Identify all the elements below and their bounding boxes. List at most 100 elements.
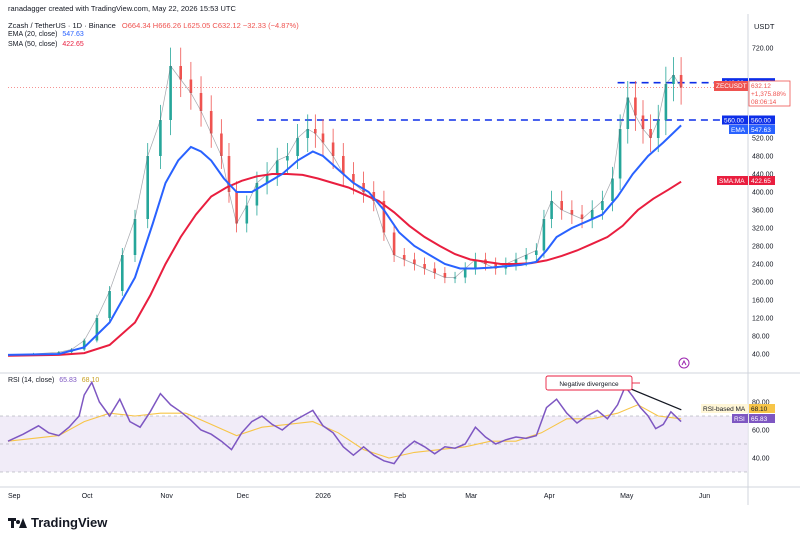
- tag-symbol-bg: [714, 81, 748, 91]
- axis-tag-560-bg: [749, 115, 775, 125]
- candle-body: [382, 201, 386, 233]
- divergence-annotation[interactable]: Negative divergence: [545, 375, 640, 391]
- tag-560-bg: [722, 115, 748, 125]
- candle-body: [611, 178, 614, 201]
- divergence-trendline[interactable]: [624, 385, 682, 411]
- ohlc-values: O664.34 H666.26 L625.05 C632.12 −32.33 (…: [121, 21, 299, 30]
- time-axis[interactable]: Sep Oct Nov Dec 2026 Feb Mar Apr May Jun: [8, 493, 710, 500]
- tag-560[interactable]: 560.00: [722, 115, 748, 125]
- candle-body: [146, 156, 149, 219]
- tag-rsi-ma-bg: [701, 404, 748, 413]
- close-price-line[interactable]: [7, 65, 682, 356]
- sma-legend[interactable]: SMA (50, close) 422.65: [8, 41, 84, 48]
- axis-tag-rsi-ma-bg: [749, 404, 775, 413]
- candle-body: [321, 133, 325, 143]
- symbol-title: Zcash / TetherUS · 1D · Binance: [8, 21, 116, 30]
- axis-tag-ema-bg: [749, 125, 775, 134]
- axis-tag-rsi[interactable]: 65.83: [749, 414, 775, 423]
- indicator-glyph-icon[interactable]: [678, 357, 690, 369]
- price-axis-tick: 480.00: [752, 154, 774, 161]
- sma-50-line[interactable]: [7, 173, 682, 357]
- candle-body: [672, 75, 675, 84]
- axis-tag-560[interactable]: 560.00: [749, 115, 775, 125]
- candle-body: [524, 255, 528, 260]
- candle-body: [275, 160, 279, 174]
- price-axis-tick: 160.00: [752, 298, 774, 305]
- axis-tag-sma-bg: [749, 176, 775, 185]
- sma-legend-label: SMA (50, close): [8, 41, 58, 48]
- tag-rsi-ma[interactable]: RSI-based MA: [701, 404, 748, 413]
- candle-body: [265, 174, 269, 183]
- candle-body: [199, 93, 203, 111]
- time-axis-tick: Oct: [82, 493, 93, 500]
- time-axis-tick: Dec: [237, 493, 250, 500]
- ema-20-line[interactable]: [7, 124, 682, 356]
- candle-body: [331, 142, 335, 156]
- ema-legend[interactable]: EMA (20, close) 547.63: [8, 31, 84, 38]
- candle-body: [634, 97, 637, 116]
- sma-legend-value: 422.65: [62, 41, 84, 48]
- main-series-layer: [7, 47, 683, 357]
- candle-body: [679, 75, 683, 88]
- tag-rsi[interactable]: RSI: [732, 414, 748, 423]
- candle-body: [296, 138, 299, 156]
- ema-legend-value: 547.63: [62, 31, 84, 38]
- price-axis-tick: 200.00: [752, 280, 774, 287]
- rsi-axis[interactable]: 40.00 60.00 80.00: [752, 400, 770, 463]
- axis-tag-rsi-ma[interactable]: 68.10: [749, 404, 775, 413]
- rsi-axis-tick: 40.00: [752, 456, 770, 463]
- tag-ema-bg: [729, 125, 748, 134]
- time-axis-tick: May: [620, 493, 634, 500]
- axis-tag-rsi-ma-text: 68.10: [751, 406, 768, 413]
- candle-body: [570, 210, 574, 215]
- time-axis-tick: Sep: [8, 493, 21, 500]
- axis-tag-rsi-text: 65.83: [751, 416, 768, 423]
- candle-body: [227, 156, 231, 192]
- candle-body: [362, 183, 365, 192]
- candle-body: [423, 264, 426, 269]
- tradingview-logo-text: TradingView: [31, 515, 108, 530]
- candle-body: [392, 232, 396, 255]
- tag-sma[interactable]: SMA:MA: [717, 176, 748, 185]
- tradingview-logo[interactable]: TradingView: [8, 515, 107, 530]
- price-axis-tick: 520.00: [752, 136, 774, 143]
- tag-560-text: 560.00: [724, 118, 744, 125]
- tag-ema[interactable]: EMA: [729, 125, 748, 134]
- rsi-legend[interactable]: RSI (14, close) 65.83 68.10: [8, 377, 99, 384]
- rsi-line[interactable]: [7, 380, 682, 465]
- tag-symbol-text: ZECUSDT: [716, 83, 747, 90]
- tag-last-price[interactable]: 632.12+1,375.88%08:06:14: [748, 80, 791, 107]
- rsi-legend-label: RSI (14, close): [8, 377, 55, 384]
- time-axis-tick: Feb: [394, 493, 406, 500]
- candle-body: [656, 120, 660, 138]
- symbol-line: Zcash / TetherUS · 1D · Binance O664.34 …: [8, 21, 299, 30]
- time-axis-tick: Jun: [699, 493, 710, 500]
- axis-tag-ema[interactable]: 547.63: [749, 125, 775, 134]
- candle-body: [235, 192, 238, 224]
- candle-body: [443, 273, 447, 278]
- divergence-annotation-text: Negative divergence: [559, 381, 619, 388]
- price-tags: 643.00643.00ZECUSDT632.12+1,375.88%08:06…: [701, 78, 791, 423]
- candle-body: [352, 174, 355, 183]
- axis-tag-sma-text: 422.65: [751, 178, 771, 185]
- candle-body: [626, 97, 630, 129]
- tag-rsi-bg: [732, 414, 748, 423]
- candle-body: [209, 111, 213, 134]
- price-axis-tick: 80.00: [752, 334, 770, 341]
- tag-symbol[interactable]: ZECUSDT: [714, 81, 748, 91]
- tag-rsi-text: RSI: [734, 416, 745, 423]
- candle-body: [169, 66, 172, 120]
- candle-body: [82, 340, 86, 350]
- tag-sma-text: SMA:MA: [719, 178, 745, 185]
- axis-tag-sma[interactable]: 422.65: [749, 176, 775, 185]
- candle-body: [255, 183, 259, 206]
- rsi-axis-tick: 80.00: [752, 400, 770, 407]
- price-axis-tick: 320.00: [752, 226, 774, 233]
- rsi-axis-tick: 60.00: [752, 428, 770, 435]
- candle-body: [413, 259, 416, 264]
- candle-body: [618, 129, 622, 179]
- price-axis-tick: 400.00: [752, 190, 774, 197]
- candle-body: [649, 129, 652, 138]
- candle-body: [179, 66, 182, 80]
